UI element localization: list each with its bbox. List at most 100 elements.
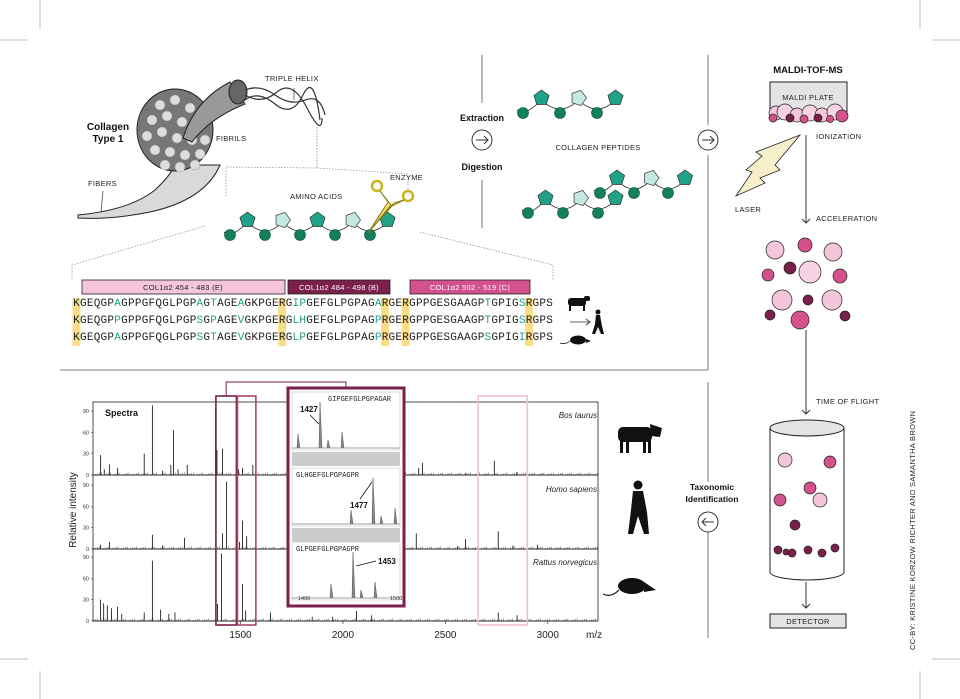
residue: G [162, 315, 169, 327]
residue: P [354, 332, 361, 344]
residue: A [114, 332, 121, 344]
taxonomic-label-2: Identification [686, 494, 739, 504]
residue: G [101, 315, 108, 327]
residue: G [368, 315, 375, 327]
residue: P [354, 315, 361, 327]
residue: G [512, 298, 519, 310]
residue: E [231, 298, 238, 310]
residue: E [272, 298, 279, 310]
residue: I [505, 315, 512, 327]
residue: T [485, 298, 492, 310]
residue: G [265, 332, 272, 344]
time-of-flight-label: TIME OF FLIGHT [816, 397, 879, 406]
residue: A [464, 315, 471, 327]
residue: G [368, 332, 375, 344]
residue: E [437, 298, 444, 310]
residue: T [485, 315, 492, 327]
residue: L [334, 298, 341, 310]
residue: R [279, 315, 286, 327]
pointer-arrow [309, 414, 320, 425]
residue: P [423, 315, 430, 327]
ion [832, 268, 848, 284]
residue: G [533, 298, 540, 310]
residue: G [121, 315, 128, 327]
inset-mz-label: 1427 [300, 405, 318, 414]
cow-icon [618, 424, 662, 453]
inset-connector [225, 381, 347, 396]
inset-mz-label: 1477 [350, 501, 368, 510]
crystal [799, 114, 809, 124]
residue: Q [94, 332, 101, 344]
residue: E [231, 315, 238, 327]
residue: G [286, 315, 293, 327]
residue: P [107, 332, 114, 344]
maldi-plate-label: MALDI PLATE [782, 93, 834, 102]
taxonomic-label-1: Taxonomic [690, 482, 735, 492]
residue: P [128, 298, 135, 310]
residue: P [341, 332, 348, 344]
spectra-chart: Relative intensity Spectra m/z Bos tauru… [68, 381, 602, 641]
y-tick-label: 0 [86, 473, 89, 479]
residue: R [279, 298, 286, 310]
residue: G [471, 298, 478, 310]
residue: P [341, 298, 348, 310]
ion [777, 452, 793, 468]
residue: E [395, 315, 402, 327]
residue: G [409, 298, 416, 310]
residue: P [423, 298, 430, 310]
residue: P [416, 315, 423, 327]
residue: K [251, 298, 258, 310]
ion [830, 543, 840, 553]
residue: R [526, 315, 533, 327]
residue: K [251, 332, 258, 344]
inset-gap [292, 528, 400, 542]
region-c-bar [409, 279, 531, 295]
residue: E [313, 332, 320, 344]
inset-subplot [291, 391, 401, 451]
inset-peak [371, 477, 376, 525]
laser-bolt-icon [734, 134, 802, 197]
residue: S [443, 298, 450, 310]
residue: S [519, 315, 526, 327]
inset-peak [379, 515, 384, 525]
fibril-dot [156, 126, 168, 138]
residue: A [457, 298, 464, 310]
residue: K [251, 315, 258, 327]
y-tick-label: 60 [83, 504, 89, 510]
residue: G [533, 332, 540, 344]
species-label-bos: Bos taurus [559, 411, 597, 420]
residue: A [217, 315, 224, 327]
residue: K [73, 315, 80, 327]
amino-acid-circle [662, 187, 674, 199]
zoom-guides [71, 166, 554, 280]
pointer-arrow [355, 560, 377, 567]
residue: A [114, 298, 121, 310]
residue: F [320, 298, 327, 310]
residue: S [519, 298, 526, 310]
amino-acid-pentagon [676, 169, 694, 185]
residue: S [197, 332, 204, 344]
ion [771, 289, 793, 311]
residue: E [395, 332, 402, 344]
residue: G [286, 332, 293, 344]
amino-acids-label: AMINO ACIDS [290, 192, 342, 201]
crystal [785, 113, 795, 123]
residue: P [299, 332, 306, 344]
inset-peptide-label: GIPGEFGLPGPAGAR [328, 396, 392, 404]
residue: P [498, 315, 505, 327]
sequence-row-rat: KGEQGPAGPPGFQGLPGPSGTAGEVGKPGERGLPGEFGLP… [73, 332, 553, 344]
y-tick-label: 30 [83, 452, 89, 458]
residue: P [190, 298, 197, 310]
residue: P [354, 298, 361, 310]
ionization-label: IONIZATION [816, 132, 861, 141]
maldi-tof-ms: MALDI-TOF-MS MALDI PLATE IONIZATION LASE… [734, 65, 879, 629]
residue: E [437, 315, 444, 327]
residue: P [135, 332, 142, 344]
cleavage-site-highlight [381, 298, 389, 346]
residue: R [402, 332, 409, 344]
rat-icon [559, 335, 591, 345]
residue: P [176, 332, 183, 344]
residue: P [498, 332, 505, 344]
ion [798, 260, 822, 284]
residue: G [203, 315, 210, 327]
